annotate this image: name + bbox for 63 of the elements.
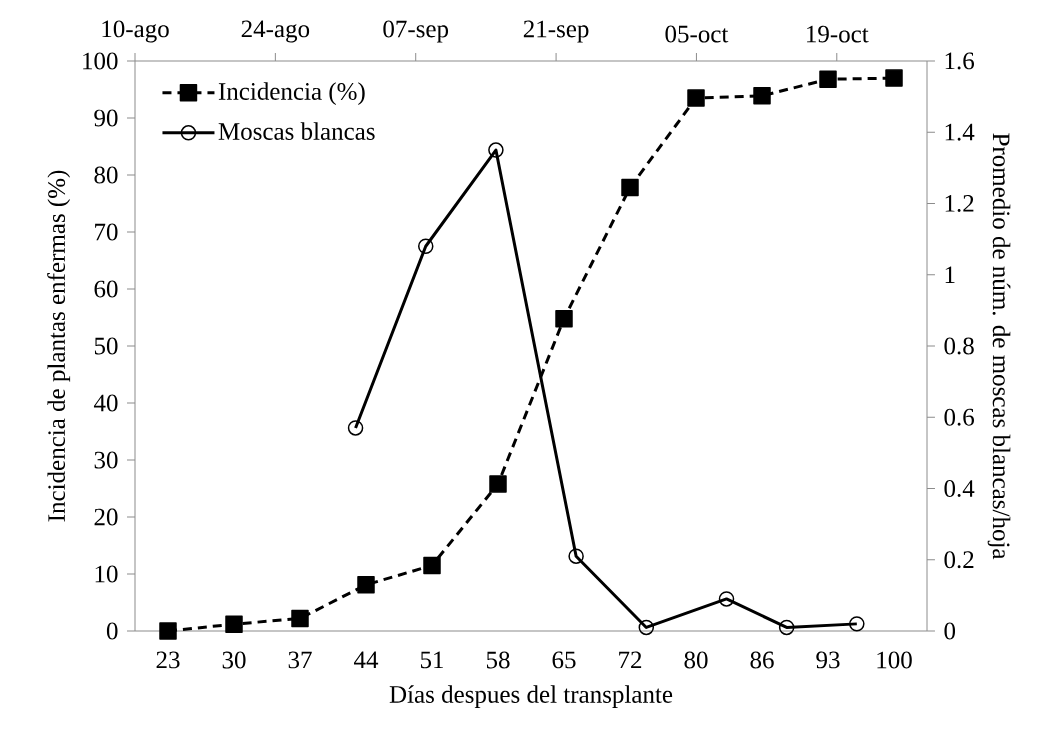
point xyxy=(885,69,903,87)
x-tick-label: 93 xyxy=(816,651,840,669)
point xyxy=(555,309,573,328)
point xyxy=(423,556,441,575)
x-tick-label: 58 xyxy=(486,651,510,669)
y-axis-title: Incidencia de plantas enfermas (%) xyxy=(47,170,71,522)
point xyxy=(718,591,735,607)
point xyxy=(849,616,865,632)
legend-label: Incidencia (%) xyxy=(218,82,365,105)
x-tick-label: 37 xyxy=(288,651,312,669)
point xyxy=(568,548,584,564)
point xyxy=(418,238,434,254)
x-tick-label: 72 xyxy=(619,651,642,669)
x-tick-label: 23 xyxy=(156,651,180,669)
y-tick-label: 90 xyxy=(94,109,118,127)
y-tick-label: 70 xyxy=(95,223,118,241)
point xyxy=(621,178,639,197)
point xyxy=(687,89,705,107)
y-tick-label: 0.2 xyxy=(944,551,974,569)
x-tick-label: 100 xyxy=(877,651,912,669)
x-tick-label: 10-ago xyxy=(102,20,169,43)
y-tick-label: 0 xyxy=(944,622,956,640)
y-tick-label: 20 xyxy=(94,508,118,526)
point xyxy=(489,475,507,493)
point xyxy=(753,87,771,105)
x-tick-label: 21-sep xyxy=(523,20,589,43)
y-axis-title: Promedio de núm. de moscas blancas/hoja xyxy=(987,133,1011,560)
x-tick-label: 86 xyxy=(750,651,774,669)
y-tick-label: 80 xyxy=(94,166,118,184)
y-tick-label: 10 xyxy=(95,565,118,583)
y-tick-label: 100 xyxy=(83,52,118,70)
y-tick-label: 1.4 xyxy=(945,123,975,141)
x-tick-label: 24-ago xyxy=(241,20,310,43)
y-tick-label: 1 xyxy=(945,266,955,283)
y-tick-label: 60 xyxy=(94,280,118,298)
y-tick-label: 1.2 xyxy=(945,195,974,212)
point xyxy=(819,70,837,88)
x-tick-label: 44 xyxy=(353,651,379,668)
point xyxy=(159,622,177,640)
point xyxy=(638,619,655,636)
x-tick-label: 07-sep xyxy=(383,20,449,43)
y-tick-label: 0.8 xyxy=(944,337,974,355)
x-tick-label: 65 xyxy=(552,651,576,669)
x-tick-label: 05-oct xyxy=(665,25,729,43)
y-tick-label: 0.4 xyxy=(944,480,975,497)
x-tick-label: 80 xyxy=(684,651,708,669)
point xyxy=(778,619,795,636)
point xyxy=(291,609,309,628)
point xyxy=(357,576,375,594)
y-tick-label: 30 xyxy=(94,451,118,469)
y-tick-label: 50 xyxy=(94,337,118,355)
x-tick-label: 30 xyxy=(222,651,246,669)
y-tick-label: 1.6 xyxy=(945,52,975,70)
y-tick-label: 0.6 xyxy=(944,408,975,426)
x-axis-title: Días despues del transplante xyxy=(389,685,673,708)
point xyxy=(488,142,504,158)
y-tick-label: 40 xyxy=(93,394,118,412)
legend-label: Moscas blancas xyxy=(218,122,375,140)
point xyxy=(347,420,364,436)
x-tick-label: 51 xyxy=(420,651,443,669)
x-tick-label: 19-oct xyxy=(807,25,869,43)
y-tick-label: 0 xyxy=(106,622,118,640)
point xyxy=(225,615,243,633)
